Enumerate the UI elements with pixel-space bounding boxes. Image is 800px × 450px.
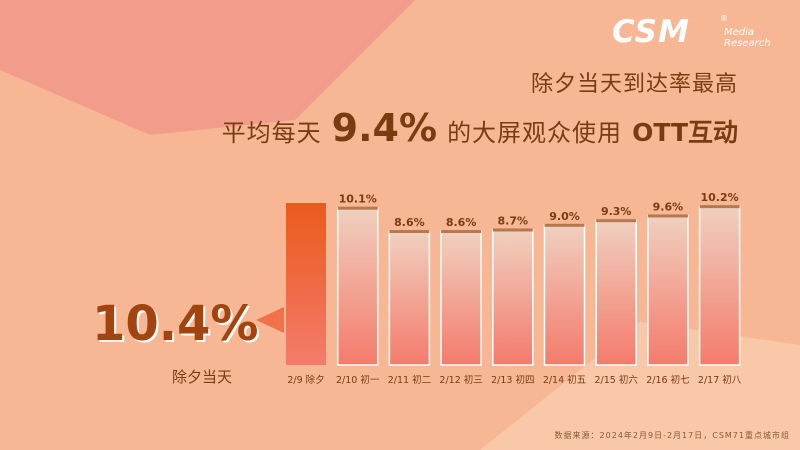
bar-top-cap-5 [492, 228, 533, 232]
data-label-7: 9.3% [601, 205, 632, 218]
bar-top-cap-9 [699, 205, 740, 209]
highlight-label: 除夕当天 [172, 368, 233, 386]
data-label-9: 10.2% [701, 191, 739, 204]
logo-subtitle-media: Media [724, 27, 755, 38]
bar-7 [595, 219, 637, 366]
headline-line2: 平均每天 9.4% 的大屏观众使用 OTT互动 [222, 106, 738, 150]
bar-5 [492, 228, 534, 366]
headline-line2-value: 9.4% [331, 106, 438, 150]
data-label-5: 8.7% [498, 214, 529, 227]
data-label-8: 9.6% [653, 200, 684, 213]
highlight-pointer-arrow [256, 307, 284, 333]
category-label-6: 2/14 初五 [543, 374, 586, 386]
category-label-2: 2/10 初一 [336, 374, 380, 386]
bar-top-cap-6 [544, 223, 585, 227]
category-label-8: 2/16 初七 [646, 374, 690, 386]
category-label-4: 2/12 初三 [439, 374, 482, 386]
category-label-9: 2/17 初八 [698, 374, 742, 386]
bar-6 [543, 224, 586, 366]
bar-4 [440, 230, 482, 366]
bar-top-cap-3 [389, 230, 430, 234]
bar-9 [698, 205, 741, 366]
bar-top-cap-4 [441, 230, 482, 234]
headline-line2-part1: 平均每天 [221, 119, 322, 147]
logo-registered-mark: ® [720, 14, 728, 23]
bars-group: 2/9 除夕 10.1% 2/10 初一 8.6% 2/11 初二 8.6% 2/12 初三… [286, 191, 742, 386]
bar-2 [336, 206, 379, 366]
source-note: 数据来源：2024年2月9日-2月17日，CSM71重点城市组 [554, 431, 790, 440]
bar-top-cap-7 [596, 219, 637, 223]
background-top-shape [0, 0, 415, 135]
data-label-4: 8.6% [446, 216, 477, 229]
bar-top-cap-8 [647, 214, 688, 218]
category-label-5: 2/13 初四 [491, 374, 534, 386]
category-label-7: 2/15 初六 [595, 374, 639, 386]
headline-line2-part3: OTT互动 [632, 118, 738, 147]
data-label-2: 10.1% [339, 193, 377, 206]
highlight-value: 10.4% [92, 296, 259, 352]
bar-1 [286, 203, 326, 365]
category-label-1: 2/9 除夕 [287, 374, 324, 386]
data-label-3: 8.6% [394, 216, 425, 229]
logo-subtitle-research: Research [724, 38, 771, 49]
headline-line2-part2: 的大屏观众使用 [447, 119, 623, 147]
category-label-3: 2/11 初二 [388, 374, 431, 386]
csm-logo: CSM ® Media Research [612, 14, 782, 54]
bar-top-cap-2 [337, 206, 378, 210]
data-label-6: 9.0% [549, 210, 580, 223]
logo-text: CSM [612, 14, 690, 50]
bar-3 [388, 230, 431, 366]
headline-line1: 除夕当天到达率最高 [530, 72, 738, 97]
bar-8 [647, 214, 689, 366]
